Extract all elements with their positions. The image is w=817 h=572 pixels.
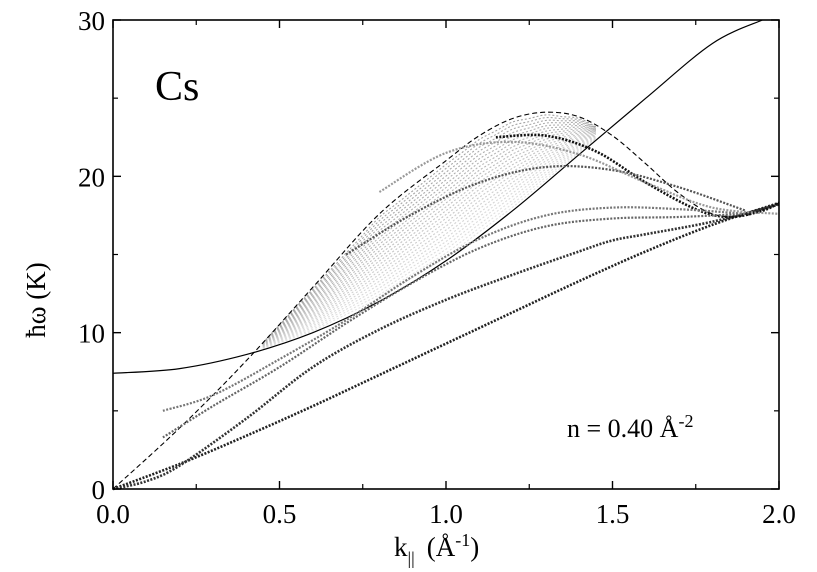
- density-annotation-exponent: -2: [678, 411, 693, 431]
- x-tick-label: 0.0: [96, 499, 130, 529]
- continuum-line: [262, 135, 597, 348]
- continuum-line: [262, 130, 596, 346]
- continuum-line: [262, 138, 597, 349]
- svg-text:n = 0.40 Å-2: n = 0.40 Å-2: [567, 411, 693, 443]
- panel-label: Cs: [155, 64, 199, 110]
- continuum-line: [262, 134, 597, 347]
- continuum-line: [262, 138, 597, 350]
- continuum-line: [262, 139, 597, 350]
- y-tick-label: 30: [78, 6, 105, 36]
- x-axis-title: k|| (Å-1): [394, 530, 479, 568]
- series-line-2: [112, 111, 780, 490]
- x-axis-title-unit-close: ): [470, 532, 479, 562]
- density-annotation: n = 0.40 Å-2: [567, 411, 693, 443]
- series-line-5: [495, 133, 780, 219]
- continuum-line: [262, 136, 597, 348]
- y-tick-label: 10: [78, 319, 105, 349]
- continuum-line: [262, 123, 597, 345]
- continuum-line: [262, 127, 596, 345]
- density-annotation-text: n = 0.40 Å: [567, 414, 679, 443]
- continuum-line: [262, 129, 596, 346]
- y-axis-title: ħω (K): [21, 262, 51, 338]
- x-axis-title-unit-exp: -1: [455, 530, 470, 550]
- continuum-line: [262, 133, 597, 347]
- continuum-line: [262, 133, 596, 347]
- continuum-line: [262, 126, 597, 345]
- continuum-line: [262, 132, 596, 346]
- continuum-line: [262, 137, 597, 349]
- y-tick-label: 20: [78, 162, 105, 192]
- series-line-9: [378, 140, 780, 215]
- continuum-line: [262, 131, 596, 346]
- continuum-line: [262, 114, 597, 344]
- continuum-line: [262, 116, 597, 344]
- excitation-continuum: [262, 114, 597, 350]
- continuum-line: [262, 137, 597, 349]
- x-axis-title-sub: ||: [408, 548, 415, 568]
- x-tick-label: 2.0: [762, 499, 796, 529]
- svg-text:k||(Å-1): k|| (Å-1): [394, 530, 479, 568]
- series-line-8: [345, 165, 747, 256]
- x-tick-label: 1.5: [596, 499, 630, 529]
- x-axis-title-main: k: [394, 532, 408, 562]
- continuum-line: [262, 132, 596, 347]
- series-line-3: [112, 201, 780, 491]
- continuum-line: [262, 119, 597, 344]
- series-line-1: [112, 19, 763, 374]
- continuum-line: [262, 136, 597, 348]
- continuum-line: [262, 124, 597, 345]
- x-tick-label: 0.5: [263, 499, 297, 529]
- axis-ticks: 0.0 0.5 1.0 1.5 2.0 0 10 20 30: [78, 6, 796, 529]
- x-tick-label: 1.0: [429, 499, 463, 529]
- y-tick-label: 0: [92, 475, 106, 505]
- x-axis-title-unit: (Å: [427, 532, 456, 562]
- dispersion-curves: [112, 19, 780, 491]
- series-line-7: [162, 206, 746, 412]
- series-line-4: [112, 203, 780, 491]
- continuum-line: [262, 134, 597, 348]
- series-line-6: [162, 212, 746, 439]
- continuum-line: [262, 121, 597, 344]
